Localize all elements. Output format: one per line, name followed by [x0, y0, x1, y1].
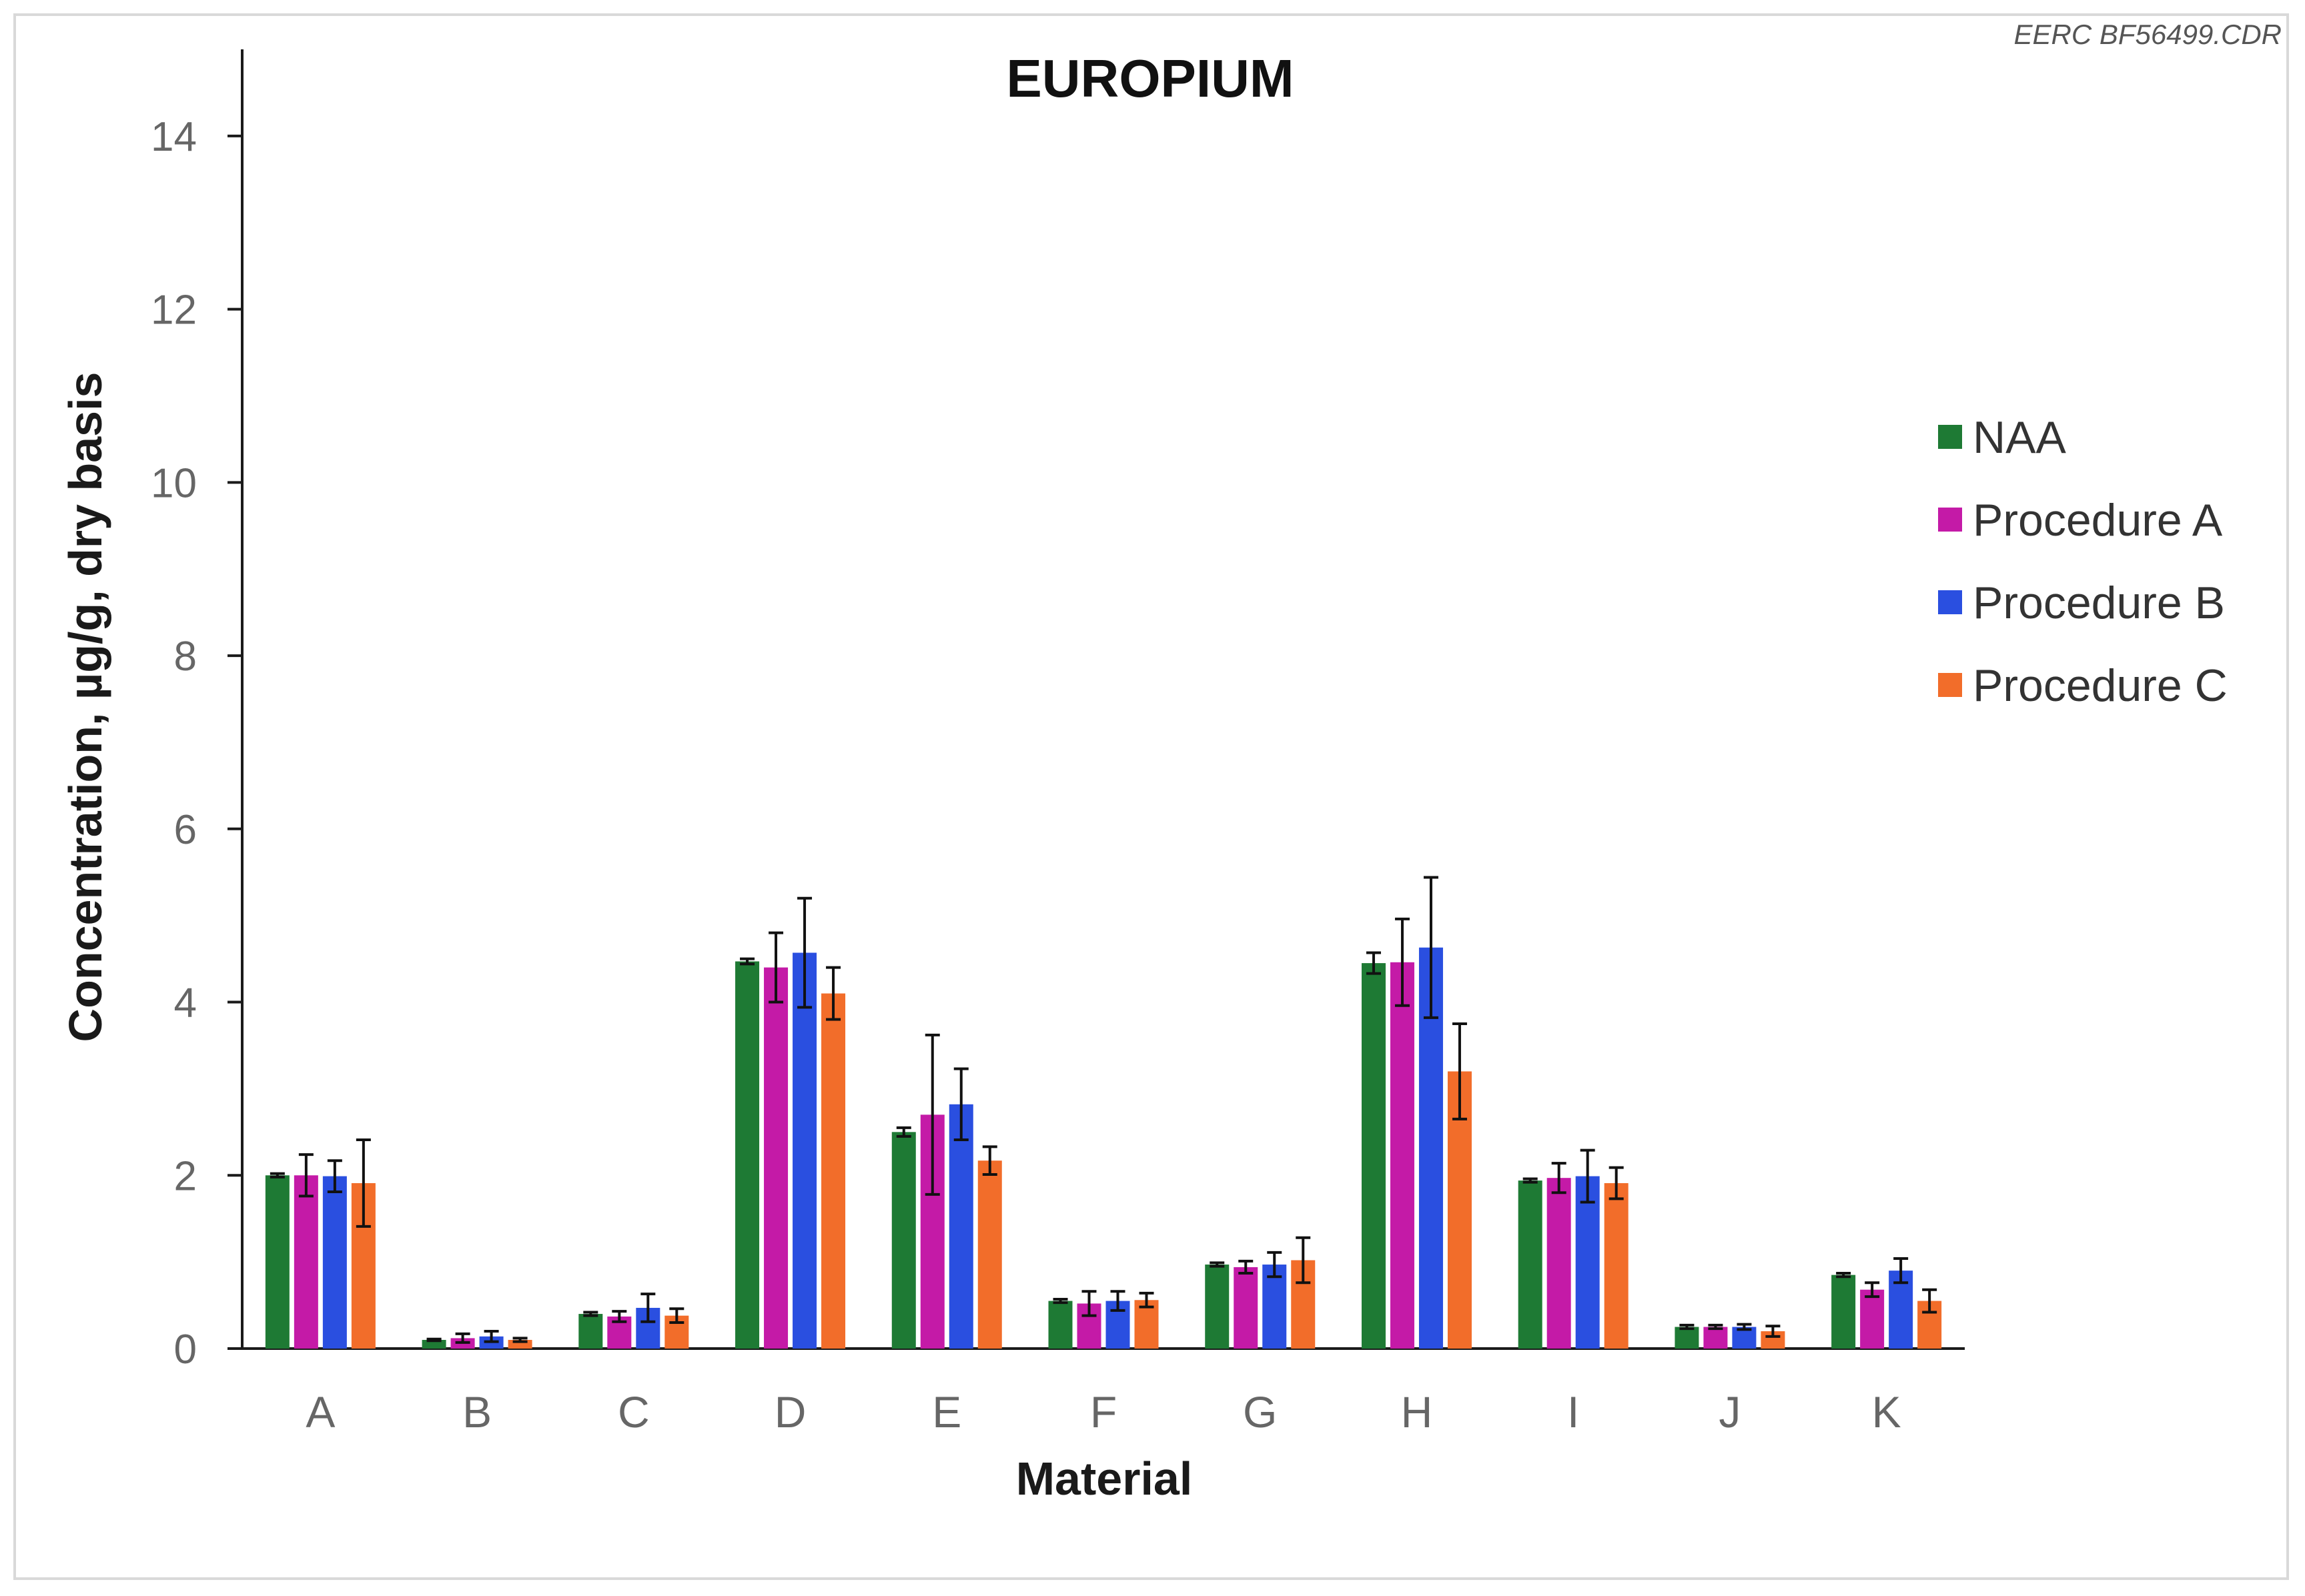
x-tick-label: C	[618, 1387, 650, 1437]
bar	[1048, 1301, 1073, 1349]
bar	[1390, 962, 1414, 1349]
bar	[1546, 1178, 1571, 1349]
y-tick-label: 0	[174, 1327, 197, 1373]
x-tick-label: G	[1243, 1387, 1277, 1437]
legend-swatch	[1938, 673, 1962, 697]
legend: NAA Procedure A Procedure B Procedure C	[1938, 412, 2228, 711]
bar	[578, 1314, 603, 1349]
bar	[1518, 1180, 1542, 1349]
bar	[1675, 1327, 1699, 1349]
legend-label: Procedure C	[1973, 660, 2228, 711]
bar	[821, 993, 846, 1349]
bar	[265, 1175, 290, 1349]
bar	[735, 961, 760, 1349]
y-axis: 0 2 4 6 8 10 12 14	[151, 49, 244, 1373]
legend-swatch	[1938, 508, 1962, 532]
legend-label: Procedure A	[1973, 495, 2223, 546]
bar	[1361, 963, 1386, 1349]
legend-swatch	[1938, 425, 1962, 449]
error-bars	[270, 876, 1937, 1344]
y-tick-label: 10	[151, 460, 197, 506]
x-axis: A B C D E F G H I J K	[228, 1347, 1965, 1437]
x-tick-label: H	[1401, 1387, 1433, 1437]
x-tick-label: F	[1090, 1387, 1117, 1437]
x-tick-label: E	[932, 1387, 961, 1437]
y-tick-label: 8	[174, 634, 197, 680]
bar	[1831, 1275, 1856, 1349]
x-tick-label: B	[462, 1387, 492, 1437]
bar	[793, 952, 817, 1349]
bar	[1205, 1265, 1230, 1349]
bar	[1703, 1327, 1728, 1349]
x-tick-label: A	[306, 1387, 335, 1437]
x-tick-label: K	[1872, 1387, 1901, 1437]
x-tick-label: D	[775, 1387, 807, 1437]
bar	[1262, 1265, 1287, 1349]
y-tick-label: 12	[151, 287, 197, 333]
legend-swatch	[1938, 590, 1962, 614]
bar	[1575, 1176, 1600, 1349]
y-tick-label: 14	[151, 114, 197, 160]
legend-label: NAA	[1973, 412, 2066, 463]
y-tick-label: 4	[174, 980, 197, 1026]
bar	[764, 967, 789, 1349]
legend-label: Procedure B	[1973, 578, 2225, 628]
x-tick-label: I	[1567, 1387, 1579, 1437]
bar	[1234, 1267, 1258, 1349]
bar	[1860, 1289, 1885, 1349]
y-tick-label: 2	[174, 1153, 197, 1199]
bar	[1604, 1182, 1629, 1349]
x-axis-title: Material	[1016, 1453, 1193, 1505]
y-axis-title: Concentration, µg/g, dry basis	[59, 372, 111, 1042]
bar	[891, 1132, 916, 1349]
y-tick-label: 6	[174, 807, 197, 853]
bar	[322, 1176, 347, 1349]
bar	[977, 1160, 1002, 1349]
bars	[265, 947, 1942, 1349]
x-tick-label: J	[1719, 1387, 1741, 1437]
bar	[949, 1104, 973, 1349]
chart-title: EUROPIUM	[1006, 49, 1294, 108]
figure-id-label: EERC BF56499.CDR	[2014, 19, 2282, 50]
bar	[294, 1175, 318, 1349]
